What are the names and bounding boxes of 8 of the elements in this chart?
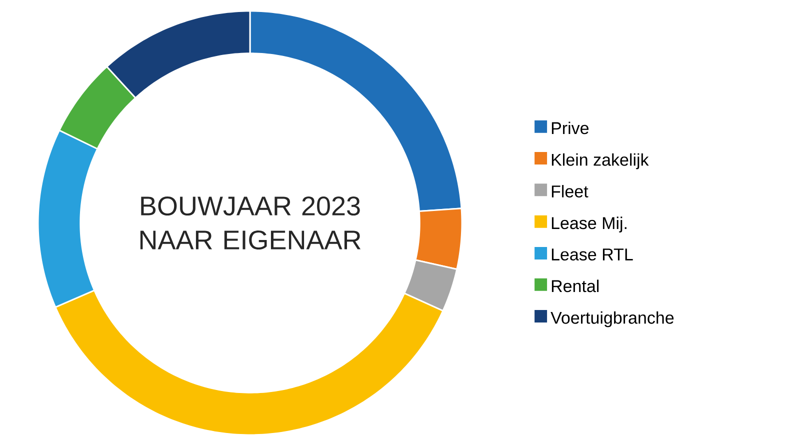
legend-label: Lease Mij. <box>552 216 626 233</box>
text: BOUWJAAR 2023 NAAR EIGENAAR <box>140 196 361 250</box>
legend-label: Voertuigbranche <box>550 311 674 328</box>
legend-label: Rental <box>552 280 599 292</box>
legend-label: Fleet <box>552 185 588 198</box>
legend-label: Lease RTL <box>552 248 633 261</box>
legend-label: Prive <box>552 122 589 134</box>
legend-label: Klein zakelijk <box>552 153 649 170</box>
